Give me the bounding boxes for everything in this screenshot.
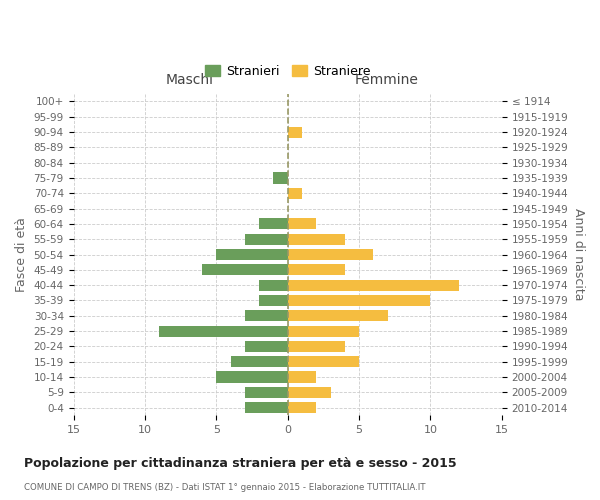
Bar xyxy=(287,295,430,306)
Bar xyxy=(159,326,287,336)
Bar xyxy=(287,218,316,230)
Bar xyxy=(245,310,287,322)
Bar xyxy=(287,264,345,276)
Text: Maschi: Maschi xyxy=(165,74,213,88)
Bar xyxy=(287,310,388,322)
Y-axis label: Fasce di età: Fasce di età xyxy=(15,217,28,292)
Bar xyxy=(230,356,287,367)
Bar xyxy=(287,326,359,336)
Bar xyxy=(287,356,359,367)
Text: Femmine: Femmine xyxy=(354,74,418,88)
Bar xyxy=(245,234,287,244)
Text: COMUNE DI CAMPO DI TRENS (BZ) - Dati ISTAT 1° gennaio 2015 - Elaborazione TUTTIT: COMUNE DI CAMPO DI TRENS (BZ) - Dati IST… xyxy=(24,482,425,492)
Bar xyxy=(287,280,459,290)
Bar xyxy=(202,264,287,276)
Bar xyxy=(287,387,331,398)
Bar xyxy=(287,402,316,413)
Y-axis label: Anni di nascita: Anni di nascita xyxy=(572,208,585,301)
Bar xyxy=(217,249,287,260)
Bar xyxy=(259,280,287,290)
Bar xyxy=(245,341,287,352)
Bar xyxy=(287,341,345,352)
Bar xyxy=(259,218,287,230)
Bar xyxy=(287,126,302,138)
Bar xyxy=(287,372,316,382)
Bar xyxy=(245,402,287,413)
Bar xyxy=(274,172,287,184)
Bar xyxy=(259,295,287,306)
Bar xyxy=(287,188,302,199)
Bar xyxy=(287,234,345,244)
Bar xyxy=(287,249,373,260)
Text: Popolazione per cittadinanza straniera per età e sesso - 2015: Popolazione per cittadinanza straniera p… xyxy=(24,458,457,470)
Legend: Stranieri, Straniere: Stranieri, Straniere xyxy=(199,58,377,84)
Bar xyxy=(245,387,287,398)
Bar xyxy=(217,372,287,382)
